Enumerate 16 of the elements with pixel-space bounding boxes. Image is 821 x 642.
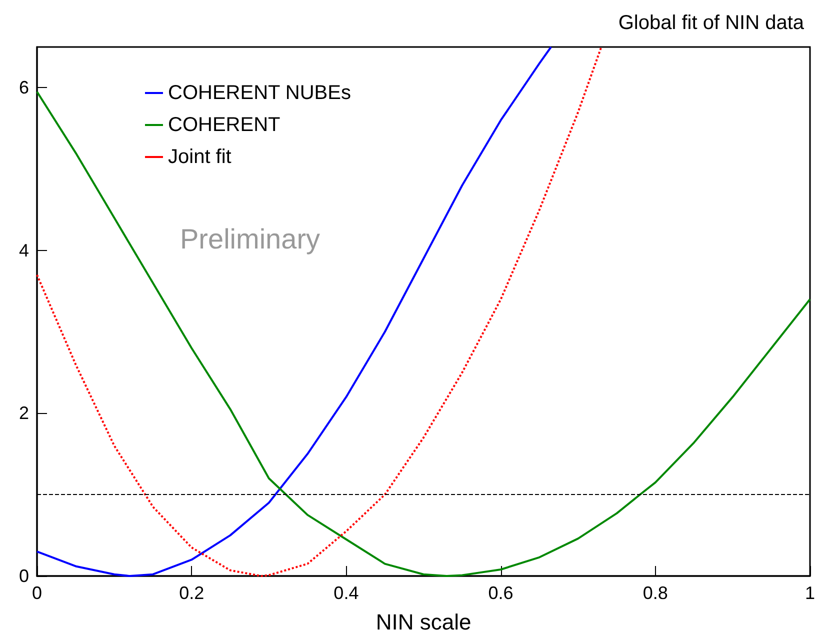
x-tick-label: 0.4 (334, 583, 359, 603)
x-tick-label: 1 (804, 583, 816, 603)
x-tick-label: 0 (32, 583, 42, 603)
y-tick-label: 0 (18, 566, 29, 586)
x-tick-label: 0.6 (488, 583, 514, 603)
x-tick-label: 0.2 (179, 583, 204, 603)
chart-title: Global fit of NIN data (618, 12, 805, 34)
legend-label: Joint fit (168, 146, 232, 168)
x-axis-title: NIN scale (376, 610, 472, 634)
legend-label: COHERENT NUBEs (168, 82, 351, 104)
legend-label: COHERENT (168, 114, 280, 136)
y-tick-label: 4 (18, 240, 29, 260)
y-tick-label: 6 (18, 78, 29, 98)
x-tick-label: 0.8 (642, 583, 668, 603)
y-tick-label: 2 (18, 403, 29, 424)
annotation: Preliminary (180, 224, 320, 254)
